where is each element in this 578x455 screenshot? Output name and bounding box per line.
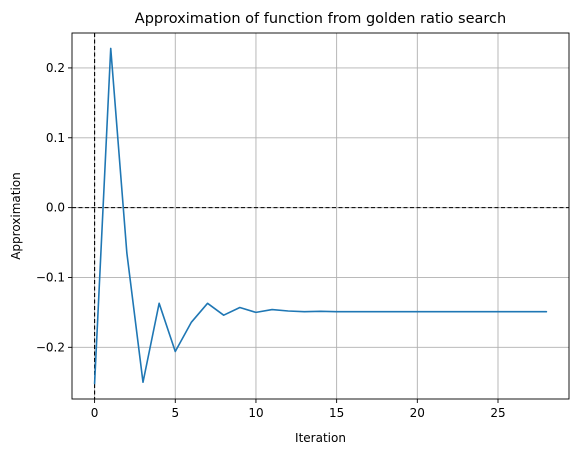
series-line xyxy=(93,47,548,385)
x-tick-label: 0 xyxy=(91,406,99,420)
chart-title: Approximation of function from golden ra… xyxy=(135,11,506,27)
x-tick-label: 25 xyxy=(490,406,505,420)
x-tick-label: 15 xyxy=(329,406,344,420)
y-tick-label: −0.2 xyxy=(36,340,65,354)
y-tick-label: 0.0 xyxy=(46,201,65,215)
x-tick-label: 5 xyxy=(171,406,179,420)
x-tick-label: 10 xyxy=(248,406,263,420)
x-axis-label: Iteration xyxy=(295,431,346,445)
plot-frame xyxy=(71,32,570,400)
series-layer xyxy=(93,47,548,385)
y-tick-label: −0.1 xyxy=(36,270,65,284)
ticks: 0 5 10 15 20 25 −0.2 −0.1 0.0 0.1 0.2 xyxy=(36,61,506,420)
y-tick-label: 0.1 xyxy=(46,131,65,145)
grid xyxy=(72,33,569,399)
x-tick-label: 20 xyxy=(410,406,425,420)
y-tick-label: 0.2 xyxy=(46,61,65,75)
reference-lines xyxy=(72,33,569,399)
y-axis-label: Approximation xyxy=(9,172,23,260)
